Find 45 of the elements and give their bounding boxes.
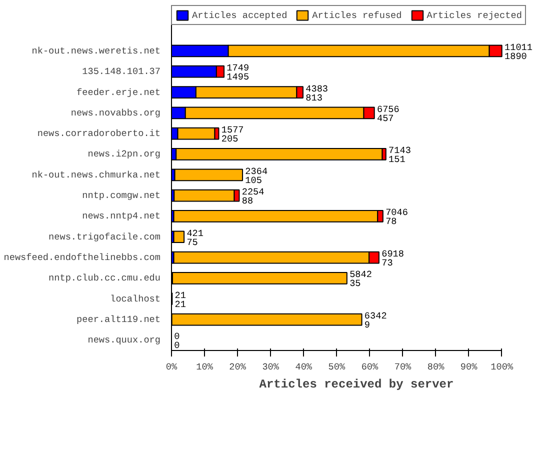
- x-tick-label: 40%: [295, 362, 312, 372]
- text: 421 75: [186, 228, 204, 248]
- text: 21 21: [174, 290, 186, 310]
- x-tick-label: 30%: [262, 362, 280, 372]
- x-tick-label: 80%: [427, 362, 445, 372]
- y-tick-label: nntp.club.cc.cmu.edu: [48, 272, 161, 284]
- y-tick-label: news.corradoroberto.it: [37, 128, 161, 140]
- text: 5842 35: [350, 269, 372, 290]
- y-tick-label: feeder.erje.net: [76, 86, 160, 98]
- y-tick-label: nntp.comgw.net: [82, 190, 161, 202]
- x-tick-label: 10%: [196, 362, 214, 372]
- x-tick-label: 0%: [166, 362, 178, 372]
- text: 6756 457: [376, 104, 400, 124]
- text: 2364 105: [245, 166, 268, 186]
- text: 1749 1495: [226, 62, 250, 83]
- x-tick-label: 90%: [460, 362, 478, 372]
- y-tick-label: peer.alt119.net: [76, 314, 160, 326]
- x-tick-label: 50%: [328, 362, 346, 372]
- y-tick-label: newsfeed.endofthelinebbs.com: [4, 252, 161, 264]
- y-tick-label: nk-out.news.weretis.net: [32, 45, 160, 56]
- legend-label: Articles accepted: [192, 10, 288, 20]
- x-axis-title: Articles received by server: [259, 378, 454, 392]
- text: 1577 205: [221, 124, 244, 145]
- text: 0 0: [174, 331, 180, 352]
- legend-label: Articles refused: [312, 10, 402, 20]
- text: 2254 88: [242, 186, 264, 207]
- y-tick-label: news.quux.org: [88, 334, 161, 346]
- y-tick-label: 135.148.101.37: [82, 66, 161, 78]
- text: 4383 813: [306, 83, 328, 104]
- legend-label: Articles rejected: [426, 10, 522, 20]
- y-tick-label: news.novabbs.org: [70, 107, 161, 118]
- y-tick-label: news.trigofacile.com: [48, 231, 161, 242]
- text: 6342 9: [364, 310, 387, 331]
- y-tick-label: localhost: [110, 293, 161, 304]
- x-tick-label: 60%: [361, 362, 379, 372]
- y-tick-label: news.i2pn.org: [88, 148, 161, 160]
- y-tick-label: nk-out.news.chmurka.net: [32, 169, 160, 180]
- text: 7143 151: [388, 145, 411, 166]
- x-tick-label: 70%: [394, 362, 412, 372]
- x-tick-label: 20%: [229, 362, 246, 372]
- x-tick-label: 100%: [490, 362, 514, 372]
- text: 11011 1890: [504, 42, 532, 62]
- text: 7046 78: [386, 207, 408, 228]
- y-tick-label: news.nntp4.net: [82, 210, 161, 222]
- text: 6918 73: [382, 248, 404, 269]
